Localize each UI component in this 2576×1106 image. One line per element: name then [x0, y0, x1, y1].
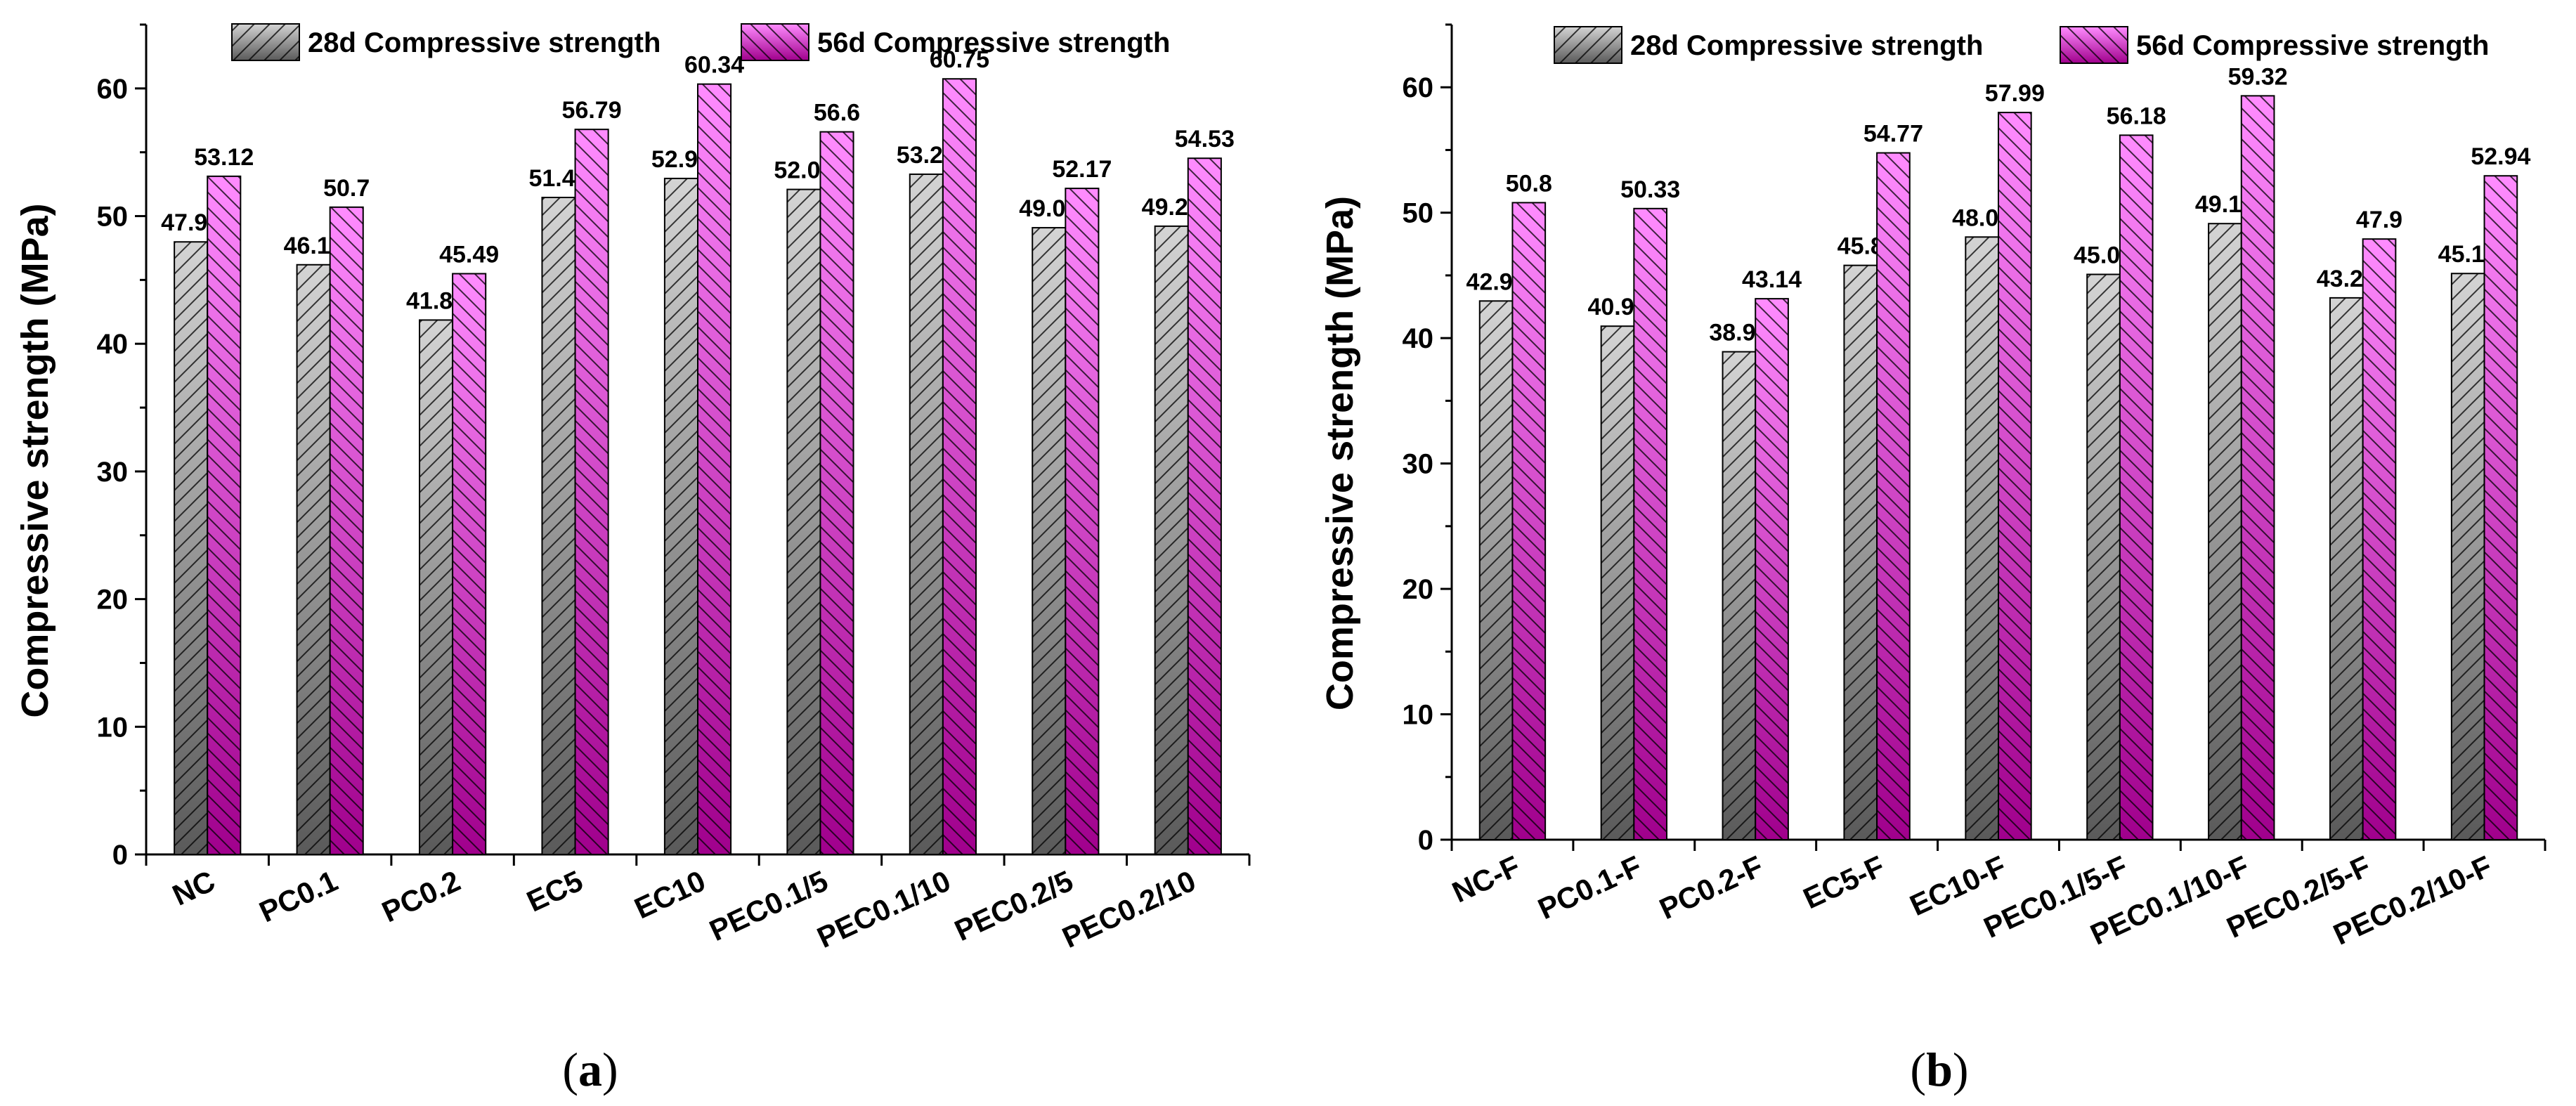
- bar-28d-hatch: [2329, 297, 2363, 840]
- legend-swatch-hatch: [232, 24, 299, 60]
- y-tick-label: 0: [1418, 825, 1433, 856]
- y-tick-label: 0: [112, 840, 128, 871]
- x-tick-label: PEC0.2/5: [949, 864, 1078, 948]
- panel-letter-a: a: [578, 1043, 602, 1096]
- x-tick-label: PC0.2-F: [1654, 850, 1768, 926]
- x-tick-label: PC0.1-F: [1533, 850, 1647, 926]
- bar-56d-hatch: [207, 176, 241, 854]
- data-label-56d: 43.14: [1742, 266, 1802, 293]
- data-label-56d: 47.9: [2356, 207, 2402, 233]
- data-label-56d: 52.17: [1052, 156, 1112, 183]
- bar-28d-hatch: [1479, 301, 1513, 840]
- bar-28d-hatch: [419, 320, 453, 854]
- data-label-56d: 50.8: [1506, 170, 1552, 197]
- panel-label-b: (b): [1910, 1043, 1968, 1096]
- y-tick-label: 30: [1403, 449, 1434, 480]
- bar-28d-hatch: [2087, 274, 2120, 840]
- bar-28d-hatch: [909, 174, 943, 855]
- data-label-56d: 52.94: [2471, 143, 2530, 170]
- bar-56d-hatch: [2119, 135, 2153, 840]
- y-axis-label: Compressive strength (MPa): [14, 203, 56, 717]
- bar-56d-hatch: [1188, 158, 1221, 855]
- legend-label-28d: 28d Compressive strength: [1630, 30, 1983, 61]
- bar-56d-hatch: [2241, 96, 2275, 840]
- bar-56d-hatch: [575, 129, 609, 854]
- data-label-56d: 56.79: [562, 97, 622, 124]
- bar-28d-hatch: [1844, 265, 1878, 840]
- bar-56d-hatch: [698, 84, 731, 855]
- bar-28d-hatch: [174, 242, 208, 854]
- y-tick-label: 30: [97, 457, 129, 488]
- bar-56d-hatch: [1998, 112, 2031, 840]
- data-label-56d: 56.18: [2107, 103, 2166, 129]
- bar-28d-hatch: [1722, 351, 1756, 840]
- data-label-56d: 54.77: [1863, 121, 1923, 148]
- bar-56d-hatch: [1634, 208, 1667, 840]
- y-tick-label: 40: [1403, 323, 1434, 354]
- x-tick-label: PC0.1: [254, 864, 343, 929]
- bar-28d-hatch: [1032, 228, 1066, 854]
- chart-panel-a: 0 10 20 30 40 50 60 Compressive strength (MPa) 4…: [14, 23, 1251, 954]
- bar-56d-hatch: [2484, 176, 2518, 840]
- x-tick-label: PC0.2: [377, 864, 465, 929]
- x-tick-label: PEC0.1/5: [704, 864, 833, 948]
- bar-28d-hatch: [2209, 223, 2242, 840]
- y-tick-label: 20: [1403, 574, 1434, 605]
- legend-swatch-hatch: [2060, 27, 2128, 63]
- legend-label-56d: 56d Compressive strength: [817, 27, 1170, 58]
- data-label-28d: 45.8: [1837, 233, 1884, 260]
- x-tick-label: EC5: [521, 864, 587, 918]
- data-label-56d: 56.6: [814, 100, 860, 126]
- x-tick-label: EC5-F: [1798, 850, 1889, 916]
- panel-label-a: (a): [562, 1043, 618, 1096]
- bar-28d-hatch: [664, 178, 698, 855]
- x-tick-label: PEC0.2/10: [1058, 864, 1201, 954]
- bar-56d-hatch: [1512, 202, 1546, 840]
- bar-28d-hatch: [297, 264, 330, 854]
- legend-swatch-hatch: [741, 24, 809, 60]
- legend-swatch-hatch: [1554, 27, 1622, 63]
- legend-label-28d: 28d Compressive strength: [308, 27, 661, 58]
- bar-28d-hatch: [2451, 273, 2485, 840]
- bar-56d-hatch: [820, 131, 854, 854]
- bar-56d-hatch: [1877, 152, 1910, 840]
- x-tick-label: EC10: [630, 864, 710, 925]
- data-label-56d: 54.53: [1175, 126, 1235, 152]
- bar-28d-hatch: [1601, 326, 1634, 840]
- bar-28d-hatch: [787, 189, 821, 854]
- bar-28d-hatch: [542, 197, 575, 855]
- data-label-56d: 60.34: [684, 52, 744, 79]
- y-tick-label: 50: [97, 202, 129, 233]
- y-axis-label: Compressive strength (MPa): [1319, 196, 1361, 710]
- bar-56d-hatch: [453, 273, 486, 854]
- data-label-56d: 59.32: [2228, 63, 2288, 90]
- bar-28d-hatch: [1154, 226, 1188, 854]
- data-label-56d: 50.7: [323, 175, 370, 202]
- data-label-56d: 60.75: [930, 46, 989, 73]
- bar-56d-hatch: [2362, 239, 2396, 840]
- y-tick-label: 50: [1403, 198, 1434, 229]
- data-label-56d: 57.99: [1985, 80, 2045, 107]
- y-tick-label: 10: [1403, 700, 1434, 731]
- x-tick-label: NC-F: [1447, 850, 1525, 909]
- bar-56d-hatch: [1065, 188, 1099, 855]
- y-tick-label: 60: [97, 74, 129, 105]
- y-tick-label: 10: [97, 712, 129, 743]
- y-tick-label: 20: [97, 585, 129, 616]
- bar-56d-hatch: [942, 79, 976, 854]
- bar-56d-hatch: [1755, 299, 1788, 840]
- bar-28d-hatch: [1965, 237, 1998, 840]
- x-tick-label: NC: [167, 864, 220, 912]
- chart-panel-b: 0 10 20 30 40 50 60 Compressive strength (MPa) 4…: [1319, 23, 2546, 951]
- legend-label-56d: 56d Compressive strength: [2136, 30, 2489, 61]
- data-label-56d: 50.33: [1620, 176, 1680, 203]
- data-label-56d: 53.12: [194, 144, 254, 171]
- x-tick-label: PEC0.1/10: [812, 864, 956, 954]
- y-tick-label: 60: [1403, 72, 1434, 103]
- data-label-56d: 45.49: [439, 241, 499, 268]
- panel-letter-b: b: [1926, 1043, 1953, 1096]
- y-tick-label: 40: [97, 329, 129, 360]
- bar-56d-hatch: [330, 207, 363, 854]
